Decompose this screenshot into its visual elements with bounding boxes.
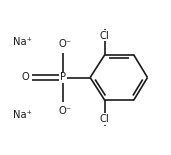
Text: Na⁺: Na⁺	[13, 37, 31, 47]
Text: Na⁺: Na⁺	[13, 110, 31, 120]
Text: Cl: Cl	[100, 31, 110, 41]
Text: P: P	[60, 73, 66, 82]
Text: Cl: Cl	[100, 114, 110, 124]
Text: O: O	[21, 73, 29, 82]
Text: O⁻: O⁻	[58, 39, 71, 49]
Text: O⁻: O⁻	[58, 106, 71, 116]
